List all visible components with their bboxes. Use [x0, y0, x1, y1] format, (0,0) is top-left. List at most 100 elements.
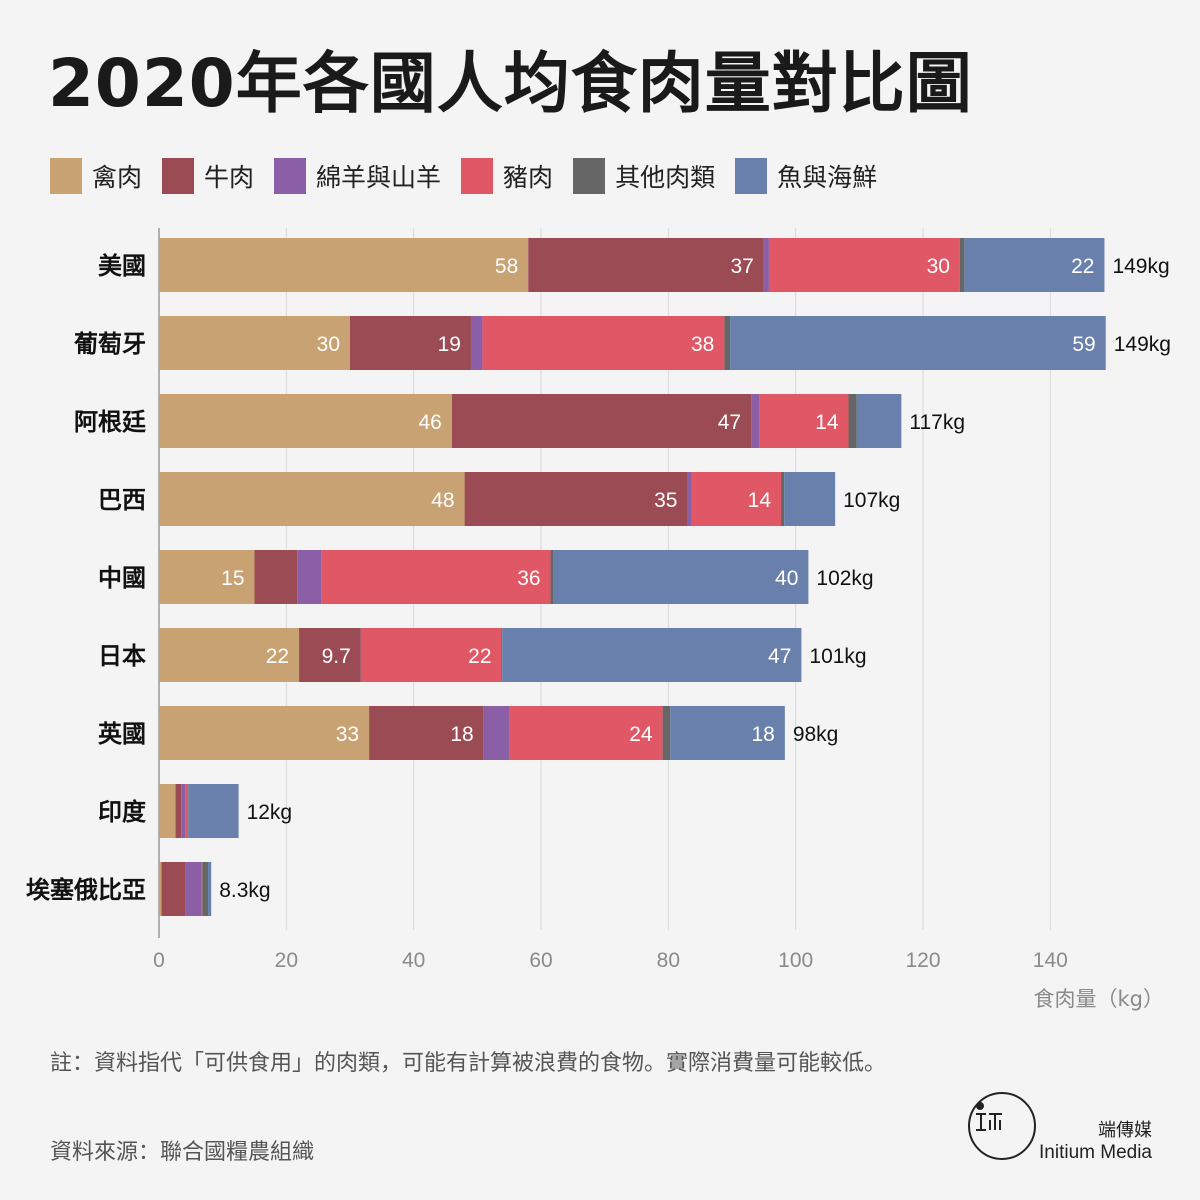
category-label: 中國 [98, 564, 146, 592]
segment-value-label: 22 [266, 645, 289, 668]
brand-name-en: Initium Media [1039, 1142, 1152, 1163]
bar-segment [208, 862, 212, 916]
initium-logo-icon [968, 1092, 1036, 1160]
bar-segment [451, 394, 752, 448]
legend-swatch-sheep-goat [274, 158, 307, 194]
legend-label-fish-seafood: 魚與海鮮 [777, 163, 878, 192]
bar-segment [159, 784, 176, 838]
legend-label-sheep-goat: 綿羊與山羊 [316, 163, 442, 192]
bar-segment [361, 628, 502, 682]
segment-value-label: 37 [730, 255, 753, 278]
bar-total-label: 101kg [809, 645, 866, 668]
category-label: 印度 [98, 798, 147, 826]
bar-segment [502, 628, 802, 682]
bar-total-label: 149kg [1112, 255, 1169, 278]
bar-segment [175, 784, 182, 838]
x-tick-label: 40 [402, 949, 425, 972]
bar-segment [159, 862, 162, 916]
bar-total-label: 12kg [247, 801, 293, 824]
bar-total-label: 98kg [793, 723, 839, 746]
stacked-bar-chart: 0 20 40 60 80 100 120 140 食肉量（kg） 美國 58 37 30 22 149kg… [26, 228, 1171, 1011]
bar-segment [784, 472, 836, 526]
bar-segment [501, 628, 503, 682]
bar-segment [464, 472, 688, 526]
legend-item-pork: 豬肉 [461, 158, 553, 194]
segment-value-label: 22 [1071, 255, 1094, 278]
legend-item-sheep-goat: 綿羊與山羊 [274, 158, 441, 194]
legend-label-poultry: 禽肉 [92, 163, 143, 192]
brand-name-cn: 端傳媒 [1098, 1120, 1152, 1141]
bar-segment [159, 628, 300, 682]
legend-swatch-beef [162, 158, 195, 194]
segment-value-label: 18 [751, 723, 774, 746]
bar-segment [254, 550, 298, 604]
x-tick-label: 80 [657, 949, 680, 972]
legend-item-poultry: 禽肉 [50, 158, 142, 194]
category-label: 阿根廷 [74, 408, 147, 436]
bar-segment [553, 550, 809, 604]
bar-segment [350, 316, 471, 370]
segment-value-label: 58 [495, 255, 518, 278]
bar-segment [687, 472, 692, 526]
x-tick-label: 120 [905, 949, 940, 972]
bar-total-label: 8.3kg [219, 879, 270, 902]
bar-segment [185, 784, 188, 838]
category-label: 埃塞俄比亞 [26, 876, 146, 904]
bar-total-label: 102kg [816, 567, 873, 590]
x-tick-label: 0 [153, 949, 165, 972]
segment-value-label: 22 [468, 645, 491, 668]
category-label: 日本 [98, 642, 146, 670]
bar-segment [751, 394, 760, 448]
segment-value-label: 33 [336, 723, 359, 746]
bar-segment [768, 238, 960, 292]
bar-segment [299, 628, 361, 682]
bar-segment [159, 706, 370, 760]
category-label: 巴西 [98, 486, 146, 514]
bar-segment [856, 394, 902, 448]
bar-segment [483, 706, 510, 760]
segment-value-label: 19 [438, 333, 461, 356]
bar-segment [482, 316, 725, 370]
legend-swatch-poultry [50, 158, 82, 194]
segment-value-label: 30 [317, 333, 340, 356]
bar-segment [724, 316, 731, 370]
legend-item-beef: 牛肉 [162, 158, 254, 194]
bar-segment [730, 316, 1106, 370]
bar-segment [360, 628, 362, 682]
bar-segment [763, 238, 769, 292]
segment-value-label: 59 [1072, 333, 1095, 356]
segment-value-label: 24 [629, 723, 653, 746]
bar-segment [159, 472, 465, 526]
legend-label-other-meat: 其他肉類 [615, 163, 716, 192]
bar-total-label: 107kg [843, 489, 900, 512]
category-label: 英國 [98, 720, 146, 748]
bar-segment [509, 706, 663, 760]
segment-value-label: 30 [927, 255, 950, 278]
bar-segment [759, 394, 849, 448]
bar-total-label: 117kg [909, 411, 965, 434]
segment-value-label: 48 [431, 489, 454, 512]
bar-segment [959, 238, 965, 292]
segment-value-label: 18 [450, 723, 473, 746]
segment-value-label: 36 [517, 567, 540, 590]
legend-swatch-pork [461, 158, 494, 194]
bar-segment [550, 550, 554, 604]
bar-segment [185, 862, 202, 916]
bar-segment [528, 238, 764, 292]
bar-segment [159, 238, 529, 292]
bar-total-label: 149kg [1114, 333, 1171, 356]
legend-label-pork: 豬肉 [503, 163, 554, 192]
bar-segment [297, 550, 322, 604]
bar-segment [159, 316, 350, 370]
segment-value-label: 14 [815, 411, 839, 434]
bar-segment [781, 472, 785, 526]
legend-item-other-meat: 其他肉類 [573, 158, 715, 194]
bar-segment [187, 784, 189, 838]
bar-segment [691, 472, 782, 526]
bar-segment [848, 394, 857, 448]
segment-value-label: 9.7 [322, 645, 351, 668]
bar-segment [159, 550, 255, 604]
bar-segment [181, 784, 186, 838]
data-source: 資料來源：聯合國糧農組織 [50, 1140, 315, 1165]
segment-value-label: 40 [775, 567, 798, 590]
